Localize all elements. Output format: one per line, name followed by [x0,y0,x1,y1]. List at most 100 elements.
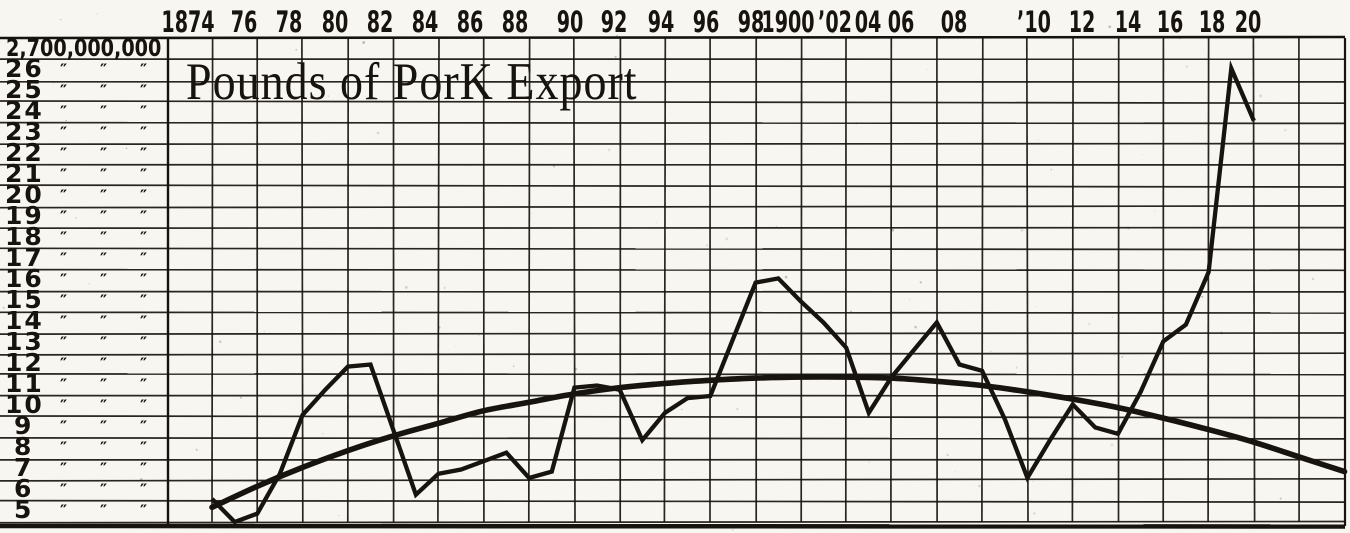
paper-speck [1185,65,1188,68]
paper-speck [926,68,928,70]
ditto-mark: ″ [100,501,107,520]
ditto-mark: ″ [140,417,147,436]
paper-speck [789,316,791,318]
x-tick-label: 88 [502,5,529,39]
ditto-mark: ″ [60,144,67,163]
paper-speck [531,212,533,214]
y-axis-row-label: 13 [5,327,44,356]
y-axis-row-label: 9 [14,411,33,440]
ditto-mark: ″ [100,81,107,100]
data-lines-layer [209,60,1348,525]
paper-speck [1121,355,1124,358]
x-tick-label: 14 [1115,5,1142,39]
paper-speck [512,365,515,368]
y-axis-row-label: 26 [5,54,44,83]
paper-speck [832,31,835,34]
x-tick-label: 86 [457,5,484,39]
paper-speck [59,18,62,21]
paper-speck [218,340,222,344]
ditto-mark: ″ [100,480,107,499]
paper-speck [1035,306,1037,308]
paper-speck [1032,480,1034,483]
paper-speck [1032,512,1036,515]
paper-speck [954,471,956,473]
x-tick-label: 84 [412,5,439,39]
paper-speck [895,11,899,15]
ditto-mark: ″ [100,186,107,205]
paper-speck [443,287,446,289]
y-axis-row-label: 17 [5,243,44,272]
x-tick-label: 78 [276,5,303,39]
paper-speck [96,13,98,15]
paper-speck [2,306,5,309]
ditto-mark: ″ [60,186,67,205]
ditto-mark: ″ [60,375,67,394]
paper-speck [454,345,456,347]
ditto-mark: ″ [60,270,67,289]
gridline-horizontal [0,121,1346,125]
ditto-mark: ″ [100,60,107,79]
gridline-horizontal [0,352,1346,356]
ditto-mark: ″ [140,81,147,100]
y-axis-row-label: 25 [5,75,44,104]
actual-series-line [210,60,1256,525]
paper-speck [958,357,960,359]
gridline-horizontal [0,100,1346,105]
ditto-mark: ″ [140,123,147,142]
y-axis-row-label: 19 [5,201,44,230]
paper-speck [1279,497,1282,500]
bottom-border-line [0,523,1346,529]
ditto-mark: ″ [100,291,107,310]
ditto-mark: ″ [140,249,147,268]
paper-speck [1259,94,1262,98]
y-axis-row-label: 5 [14,495,33,524]
gridline-vertical [211,37,214,523]
ditto-mark: ″ [140,312,147,331]
ditto-mark: ″ [60,228,67,247]
x-tick-label: 04 [855,5,882,39]
gridline-horizontal [0,268,1346,272]
ditto-mark: ″ [140,291,147,310]
x-tick-label: 82 [367,5,394,39]
y-axis-row-label: 8 [14,432,33,461]
ditto-mark: ″ [60,165,67,184]
x-tick-label: 96 [693,5,720,39]
paper-speck [88,282,91,285]
x-tick-label: 1874 [161,5,214,39]
x-tick-label: 08 [941,5,968,39]
y-axis-row-label: 15 [5,285,44,314]
ditto-mark: ″ [100,396,107,415]
paper-speck [731,529,734,531]
gridline-horizontal [0,247,1346,251]
ditto-mark: ″ [60,480,67,499]
y-axis-row-label: 18 [5,222,44,251]
gridline-horizontal [0,226,1346,230]
gridline-vertical [301,37,304,523]
chart-title: Pounds of PorK Export [186,52,638,111]
ditto-mark: ″ [60,396,67,415]
paper-speck [553,165,556,168]
paper-speck [250,375,252,377]
paper-speck [1153,210,1156,212]
paper-speck [725,237,729,241]
gridline-horizontal [0,373,1346,376]
paper-speck [460,22,464,25]
ditto-mark: ″ [60,60,67,79]
y-axis-row-label: 14 [5,306,44,335]
paper-speck [705,244,708,247]
y-axis-row-label: 20 [5,180,44,209]
ditto-mark: ″ [100,354,107,373]
top-border-line [0,35,1346,40]
ditto-mark: ″ [60,81,67,100]
paper-speck [736,407,739,411]
paper-speck [914,325,917,329]
gridline-vertical [663,37,667,523]
gridline-horizontal [0,205,1346,209]
gridline-horizontal [0,184,1346,188]
paper-speck [327,95,330,98]
paper-speck [65,119,67,122]
ditto-mark: ″ [140,375,147,394]
paper-speck [775,225,777,227]
ditto-mark: ″ [140,144,147,163]
